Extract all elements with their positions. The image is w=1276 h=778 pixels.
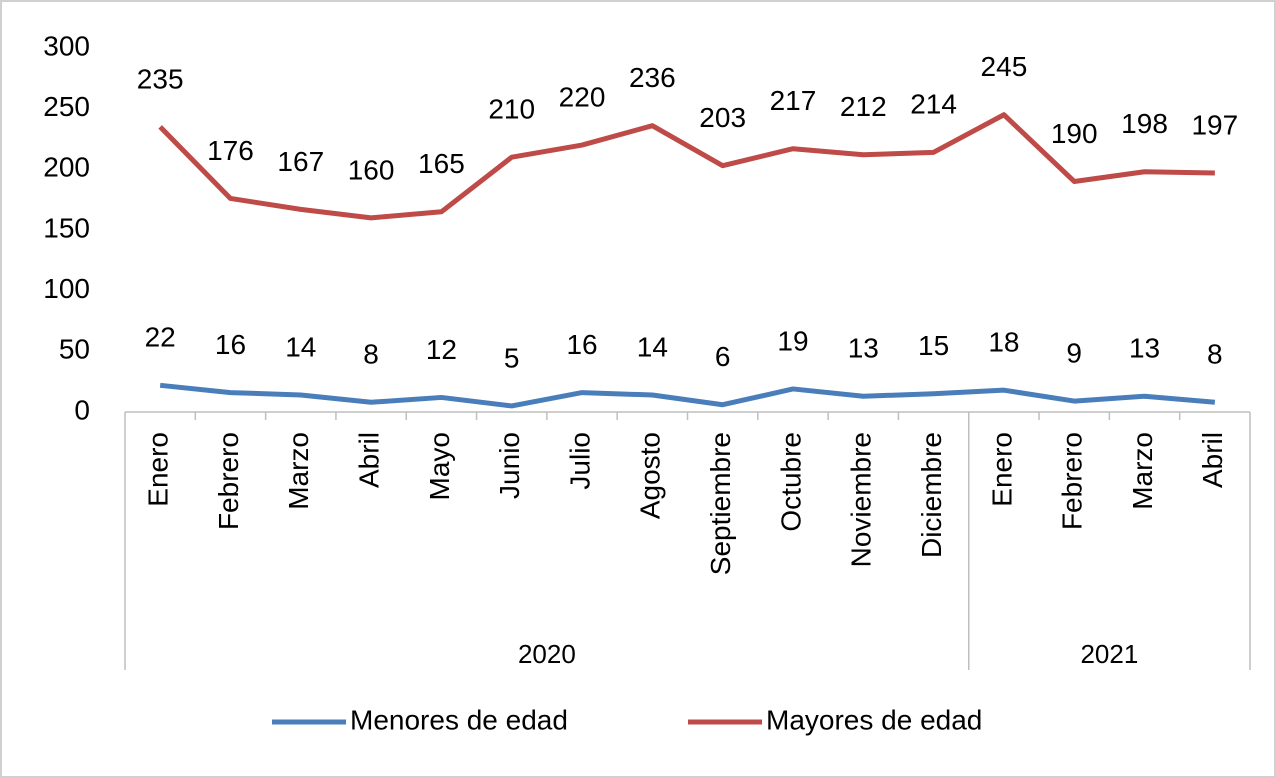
- data-label: 12: [426, 334, 457, 365]
- data-label: 13: [1129, 333, 1160, 364]
- data-label: 214: [910, 89, 957, 120]
- data-label: 176: [207, 135, 254, 166]
- data-label: 14: [637, 331, 668, 362]
- data-label: 165: [418, 148, 465, 179]
- data-label: 236: [629, 62, 676, 93]
- x-tick-label: Agosto: [635, 432, 666, 519]
- data-label: 212: [840, 91, 887, 122]
- x-tick-label: Marzo: [283, 432, 314, 510]
- data-label: 6: [715, 341, 731, 372]
- data-label: 197: [1191, 109, 1238, 140]
- x-tick-label: Septiembre: [705, 432, 736, 575]
- y-tick-label: 150: [43, 212, 90, 243]
- legend-label: Mayores de edad: [766, 704, 982, 735]
- legend-label: Menores de edad: [350, 704, 568, 735]
- group-label: 2021: [1080, 639, 1138, 669]
- y-tick-label: 100: [43, 273, 90, 304]
- data-label: 235: [137, 63, 184, 94]
- data-label: 203: [699, 102, 746, 133]
- y-tick-label: 50: [59, 334, 90, 365]
- data-label: 217: [770, 85, 817, 116]
- data-label: 19: [777, 325, 808, 356]
- x-tick-label: Junio: [494, 432, 525, 499]
- group-label: 2020: [518, 639, 576, 669]
- data-label: 9: [1066, 337, 1082, 368]
- x-tick-label: Febrero: [1057, 432, 1088, 530]
- data-label: 198: [1121, 108, 1168, 139]
- x-tick-label: Enero: [143, 432, 174, 507]
- x-tick-label: Abril: [353, 432, 384, 488]
- data-label: 220: [559, 81, 606, 112]
- data-label: 160: [348, 154, 395, 185]
- y-tick-label: 250: [43, 91, 90, 122]
- data-label: 8: [363, 339, 379, 370]
- x-tick-label: Julio: [564, 432, 595, 490]
- y-tick-label: 0: [74, 394, 90, 425]
- series-line: [158, 112, 1215, 221]
- x-tick-label: Mayo: [424, 432, 455, 500]
- x-tick-label: Diciembre: [916, 432, 947, 558]
- data-label: 18: [988, 327, 1019, 358]
- x-tick-label: Abril: [1197, 432, 1228, 488]
- y-tick-label: 300: [43, 30, 90, 61]
- x-tick-label: Febrero: [213, 432, 244, 530]
- x-tick-label: Marzo: [1127, 432, 1158, 510]
- data-label: 22: [145, 322, 176, 353]
- data-label: 14: [285, 331, 316, 362]
- data-label: 210: [488, 94, 535, 125]
- x-tick-label: Octubre: [775, 432, 806, 532]
- data-label: 5: [504, 342, 520, 373]
- data-label: 16: [566, 329, 597, 360]
- data-label: 167: [277, 146, 324, 177]
- data-label: 15: [918, 330, 949, 361]
- data-label: 16: [215, 329, 246, 360]
- x-tick-label: Noviembre: [846, 432, 877, 567]
- data-label: 8: [1207, 339, 1223, 370]
- data-label: 190: [1051, 118, 1098, 149]
- data-label: 13: [848, 333, 879, 364]
- x-tick-label: Enero: [986, 432, 1017, 507]
- series-line: [159, 382, 1216, 409]
- y-tick-label: 200: [43, 152, 90, 183]
- data-label: 245: [981, 51, 1028, 82]
